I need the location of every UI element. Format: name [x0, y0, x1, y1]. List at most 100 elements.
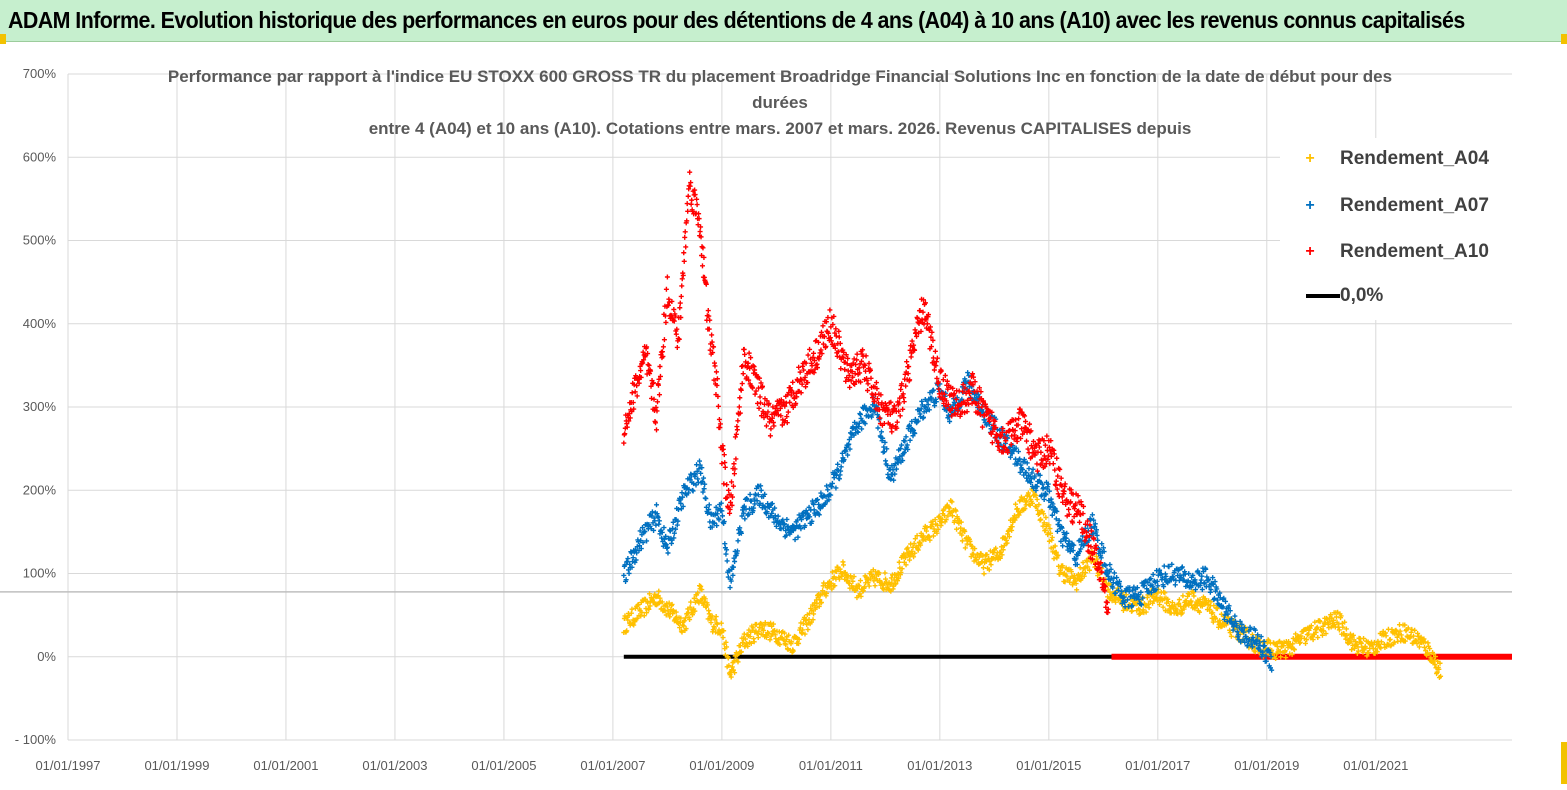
a04-point [1409, 626, 1415, 632]
a07-point [899, 442, 905, 448]
a07-point [1020, 466, 1026, 472]
a07-point [1234, 629, 1240, 635]
a04-point [912, 550, 918, 556]
a04-point [725, 655, 731, 661]
a07-point [868, 406, 874, 412]
a10-point [752, 367, 758, 373]
a04-point [744, 640, 750, 646]
a07-point [637, 543, 643, 549]
a07-point [903, 434, 909, 440]
a04-point [761, 623, 767, 629]
a10-point [843, 378, 849, 384]
a10-point [1034, 468, 1040, 474]
a04-point [755, 635, 761, 641]
a10-point [1105, 606, 1111, 612]
a07-point [690, 488, 696, 494]
a04-point [737, 643, 743, 649]
a10-point [1042, 442, 1048, 448]
a10-point [967, 391, 973, 397]
a10-point [645, 351, 651, 357]
a04-point [1283, 655, 1289, 661]
a04-point [1291, 647, 1297, 653]
a10-point [835, 349, 841, 355]
a04-point [1113, 599, 1119, 605]
a07-point [632, 547, 638, 553]
a04-point [1013, 501, 1019, 507]
a07-point [1074, 561, 1080, 567]
a07-point [719, 513, 725, 519]
a04-point [624, 628, 630, 634]
a10-point [713, 369, 719, 375]
a10-point [689, 197, 695, 203]
a04-point [1273, 640, 1279, 646]
a07-point [706, 502, 712, 508]
a10-point [631, 382, 637, 388]
a07-point [859, 426, 865, 432]
a10-point [653, 404, 659, 410]
a07-point [671, 535, 677, 541]
a10-point [836, 334, 842, 340]
a04-point [934, 530, 940, 536]
a10-point [724, 482, 730, 488]
a10-point [1024, 438, 1030, 444]
a10-point [654, 399, 660, 405]
a04-point [1018, 494, 1024, 500]
a10-point [986, 418, 992, 424]
a10-point [818, 329, 824, 335]
a10-point [737, 395, 743, 401]
a07-point [649, 509, 655, 515]
a10-point [764, 398, 770, 404]
a07-point [1263, 653, 1269, 659]
a07-point [1145, 580, 1151, 586]
a04-point [745, 643, 751, 649]
a07-point [1199, 573, 1205, 579]
a04-point [893, 581, 899, 587]
a07-point [713, 504, 719, 510]
a04-point [1047, 526, 1053, 532]
a07-point [811, 501, 817, 507]
a04-point [930, 533, 936, 539]
a10-point [801, 367, 807, 373]
a07-point [783, 532, 789, 538]
a04-point [711, 625, 717, 631]
a10-point [644, 344, 650, 350]
a04-point [1039, 508, 1045, 514]
a04-point [809, 608, 815, 614]
a10-point [770, 404, 776, 410]
a10-point [921, 297, 927, 303]
a04-point [1338, 613, 1344, 619]
a10-point [924, 321, 930, 327]
a07-point [758, 483, 764, 489]
a10-point [814, 365, 820, 371]
a07-point [680, 494, 686, 500]
a04-point [850, 578, 856, 584]
a04-point [770, 621, 776, 627]
a07-point [816, 512, 822, 518]
a10-point [944, 378, 950, 384]
a10-point [942, 372, 948, 378]
a04-point [1013, 515, 1019, 521]
a04-point [1055, 552, 1061, 558]
a07-point [752, 501, 758, 507]
a04-point [750, 625, 756, 631]
a07-point [665, 550, 671, 556]
legend-marker-a10: + [1305, 243, 1315, 260]
a10-point [731, 461, 737, 467]
a04-point [901, 551, 907, 557]
a04-point [1366, 650, 1372, 656]
a07-point [792, 537, 798, 543]
a07-point [706, 507, 712, 513]
a07-point [1172, 582, 1178, 588]
a04-point [984, 552, 990, 558]
a04-point [915, 547, 921, 553]
a04-point [1157, 602, 1163, 608]
a10-point [701, 254, 707, 260]
a04-point [1041, 511, 1047, 517]
a10-point [1055, 473, 1061, 479]
a07-point [754, 498, 760, 504]
a04-point [1034, 496, 1040, 502]
a07-point [721, 519, 727, 525]
a10-point [767, 433, 773, 439]
a04-point [692, 608, 698, 614]
a10-point [831, 313, 837, 319]
